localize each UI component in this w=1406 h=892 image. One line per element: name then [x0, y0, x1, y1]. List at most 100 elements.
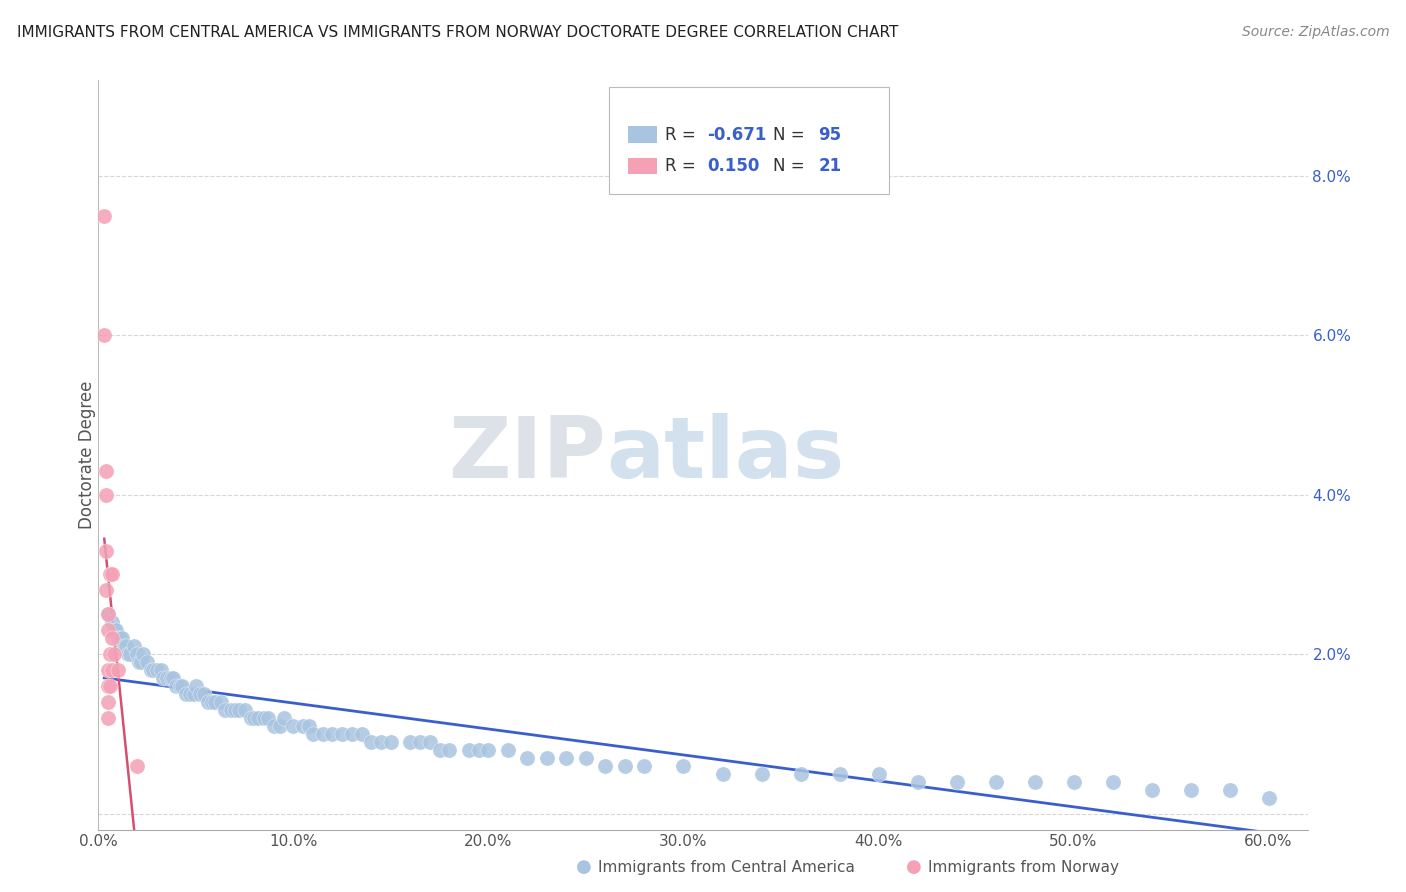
Text: R =: R =	[665, 157, 702, 175]
Point	[467, 743, 489, 757]
Point	[595, 759, 617, 773]
Point	[149, 663, 172, 677]
Point	[370, 735, 392, 749]
Point	[165, 679, 187, 693]
Point	[409, 735, 432, 749]
Point	[146, 663, 169, 677]
Text: ZIP: ZIP	[449, 413, 606, 497]
Point	[97, 663, 120, 677]
Point	[97, 624, 120, 638]
Point	[253, 711, 276, 725]
Point	[711, 766, 734, 780]
Point	[103, 647, 125, 661]
Point	[101, 663, 124, 677]
Point	[360, 735, 382, 749]
Point	[128, 655, 150, 669]
Point	[555, 751, 578, 765]
Point	[477, 743, 499, 757]
Point	[536, 751, 558, 765]
Point	[828, 766, 851, 780]
Point	[330, 727, 353, 741]
Point	[162, 671, 184, 685]
Text: -0.671: -0.671	[707, 126, 766, 144]
Point	[340, 727, 363, 741]
Point	[183, 687, 205, 701]
Point	[298, 719, 321, 733]
Point	[633, 759, 655, 773]
Point	[98, 679, 121, 693]
Point	[107, 663, 129, 677]
Point	[188, 687, 211, 701]
Point	[321, 727, 343, 741]
Point	[96, 488, 118, 502]
Point	[98, 567, 121, 582]
Point	[200, 695, 222, 709]
Point	[219, 703, 242, 717]
Text: 0.150: 0.150	[707, 157, 759, 175]
Point	[1063, 774, 1085, 789]
Point	[174, 687, 197, 701]
Point	[1257, 790, 1279, 805]
Point	[672, 759, 695, 773]
Text: ●: ●	[575, 858, 592, 876]
Point	[131, 655, 153, 669]
Point	[93, 209, 115, 223]
Point	[350, 727, 373, 741]
Point	[127, 647, 149, 661]
Point	[1140, 782, 1163, 797]
Point	[96, 583, 118, 598]
Point	[243, 711, 266, 725]
Point	[1024, 774, 1046, 789]
Point	[114, 639, 136, 653]
Point	[97, 679, 120, 693]
Point	[122, 639, 145, 653]
Point	[458, 743, 481, 757]
Point	[97, 711, 120, 725]
Point	[101, 632, 124, 646]
Point	[204, 695, 226, 709]
Point	[1180, 782, 1202, 797]
Text: ●: ●	[905, 858, 922, 876]
Point	[142, 663, 165, 677]
Point	[104, 624, 127, 638]
Point	[1101, 774, 1123, 789]
Point	[224, 703, 246, 717]
Point	[868, 766, 890, 780]
Point	[263, 719, 285, 733]
Point	[101, 567, 124, 582]
Point	[107, 632, 129, 646]
Point	[292, 719, 315, 733]
Point	[614, 759, 637, 773]
Point	[214, 703, 236, 717]
Point	[984, 774, 1007, 789]
Point	[419, 735, 441, 749]
Point	[108, 632, 131, 646]
Point	[111, 632, 134, 646]
Point	[103, 624, 125, 638]
Point	[112, 639, 135, 653]
Point	[751, 766, 773, 780]
Point	[239, 711, 262, 725]
Point	[233, 703, 256, 717]
Text: atlas: atlas	[606, 413, 845, 497]
Text: 95: 95	[818, 126, 841, 144]
Point	[575, 751, 598, 765]
Point	[97, 607, 120, 622]
Text: IMMIGRANTS FROM CENTRAL AMERICA VS IMMIGRANTS FROM NORWAY DOCTORATE DEGREE CORRE: IMMIGRANTS FROM CENTRAL AMERICA VS IMMIG…	[17, 25, 898, 40]
Point	[1219, 782, 1241, 797]
Text: 21: 21	[818, 157, 841, 175]
Point	[193, 687, 215, 701]
Point	[184, 679, 207, 693]
Point	[136, 655, 159, 669]
Point	[273, 711, 295, 725]
Point	[172, 679, 194, 693]
Point	[96, 543, 118, 558]
Text: N =: N =	[773, 157, 810, 175]
Point	[945, 774, 967, 789]
Point	[152, 671, 174, 685]
Point	[302, 727, 325, 741]
Point	[127, 759, 149, 773]
Point	[169, 679, 191, 693]
Point	[312, 727, 335, 741]
Point	[399, 735, 422, 749]
